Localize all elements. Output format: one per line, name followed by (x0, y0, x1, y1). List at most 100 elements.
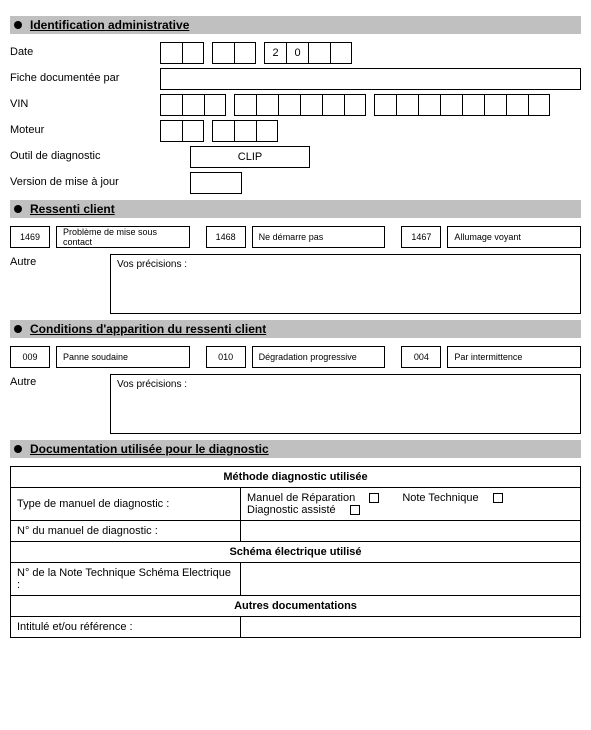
date-cell[interactable]: 2 (264, 42, 286, 64)
date-group-2 (212, 42, 256, 64)
date-cell[interactable] (160, 42, 182, 64)
moteur-group-2 (212, 120, 278, 142)
moteur-group-1 (160, 120, 204, 142)
date-cell[interactable] (212, 42, 234, 64)
ressenti-option: 1468 Ne démarre pas (206, 226, 386, 248)
outil-diag-value: CLIP (190, 146, 310, 168)
doc-table: Méthode diagnostic utilisée Type de manu… (10, 466, 581, 638)
moteur-cell[interactable] (212, 120, 234, 142)
row-vin: VIN (10, 94, 581, 116)
section-header-ressenti: Ressenti client (10, 200, 581, 218)
moteur-cell[interactable] (160, 120, 182, 142)
moteur-cell[interactable] (182, 120, 204, 142)
conditions-option: 010 Dégradation progressive (206, 346, 386, 368)
ressenti-option: 1469 Problème de mise sous contact (10, 226, 190, 248)
vin-cell[interactable] (160, 94, 182, 116)
opt-note-technique: Note Technique (402, 492, 512, 504)
vin-cell[interactable] (344, 94, 366, 116)
option-code: 010 (206, 346, 246, 368)
vin-cell[interactable] (182, 94, 204, 116)
vin-cell[interactable] (462, 94, 484, 116)
option-text: Ne démarre pas (252, 226, 386, 248)
date-cell[interactable]: 0 (286, 42, 308, 64)
option-code: 1467 (401, 226, 441, 248)
doc-num-note-label: N° de la Note Technique Schéma Electriqu… (11, 563, 241, 596)
input-precisions[interactable]: Vos précisions : (110, 374, 581, 434)
section-header-conditions: Conditions d'apparition du ressenti clie… (10, 320, 581, 338)
conditions-option: 009 Panne soudaine (10, 346, 190, 368)
option-code: 009 (10, 346, 50, 368)
option-code: 1468 (206, 226, 246, 248)
row-version-maj: Version de mise à jour (10, 172, 581, 194)
vin-group-2 (234, 94, 366, 116)
doc-method-header: Méthode diagnostic utilisée (11, 467, 581, 488)
doc-autres-header: Autres documentations (11, 596, 581, 617)
label-version-maj: Version de mise à jour (10, 172, 160, 188)
bullet-icon (14, 205, 22, 213)
checkbox-icon[interactable] (350, 505, 360, 515)
vin-cell[interactable] (278, 94, 300, 116)
checkbox-icon[interactable] (493, 493, 503, 503)
doc-schema-header: Schéma électrique utilisé (11, 542, 581, 563)
section-header-doc: Documentation utilisée pour le diagnosti… (10, 440, 581, 458)
doc-type-manuel-options: Manuel de Réparation Note Technique Diag… (241, 488, 581, 521)
doc-num-manuel-value[interactable] (241, 521, 581, 542)
conditions-option: 004 Par intermittence (401, 346, 581, 368)
precisions-placeholder: Vos précisions : (117, 379, 187, 390)
ressenti-autre: Autre Vos précisions : (10, 254, 581, 314)
row-date: Date 2 0 (10, 42, 581, 64)
vin-group-1 (160, 94, 226, 116)
vin-cell[interactable] (234, 94, 256, 116)
date-group-3: 2 0 (264, 42, 352, 64)
label-outil-diag: Outil de diagnostic (10, 146, 160, 162)
option-text: Panne soudaine (56, 346, 190, 368)
label-vin: VIN (10, 94, 160, 110)
moteur-cell[interactable] (256, 120, 278, 142)
checkbox-icon[interactable] (369, 493, 379, 503)
section-title: Ressenti client (30, 202, 115, 216)
date-cell[interactable] (234, 42, 256, 64)
date-cell[interactable] (182, 42, 204, 64)
vin-cell[interactable] (528, 94, 550, 116)
vin-cell[interactable] (506, 94, 528, 116)
doc-type-manuel-label: Type de manuel de diagnostic : (11, 488, 241, 521)
label-moteur: Moteur (10, 120, 160, 136)
input-version-maj[interactable] (190, 172, 242, 194)
vin-cell[interactable] (322, 94, 344, 116)
option-text: Allumage voyant (447, 226, 581, 248)
option-text: Problème de mise sous contact (56, 226, 190, 248)
section-title: Documentation utilisée pour le diagnosti… (30, 442, 269, 456)
doc-intitule-value[interactable] (241, 617, 581, 638)
row-outil-diag: Outil de diagnostic CLIP (10, 146, 581, 168)
ressenti-options: 1469 Problème de mise sous contact 1468 … (10, 226, 581, 248)
vin-cell[interactable] (396, 94, 418, 116)
vin-cell[interactable] (440, 94, 462, 116)
input-fiche-par[interactable] (160, 68, 581, 90)
conditions-options: 009 Panne soudaine 010 Dégradation progr… (10, 346, 581, 368)
date-group-1 (160, 42, 204, 64)
bullet-icon (14, 21, 22, 29)
moteur-cell[interactable] (234, 120, 256, 142)
vin-cell[interactable] (484, 94, 506, 116)
opt-diagnostic-assiste: Diagnostic assisté (247, 504, 370, 516)
vin-cell[interactable] (374, 94, 396, 116)
vin-cell[interactable] (256, 94, 278, 116)
row-moteur: Moteur (10, 120, 581, 142)
bullet-icon (14, 325, 22, 333)
section-title: Identification administrative (30, 18, 189, 32)
date-cell[interactable] (330, 42, 352, 64)
input-precisions[interactable]: Vos précisions : (110, 254, 581, 314)
option-code: 1469 (10, 226, 50, 248)
label-date: Date (10, 42, 160, 58)
vin-cell[interactable] (300, 94, 322, 116)
opt-manuel-reparation: Manuel de Réparation (247, 492, 389, 504)
doc-num-note-value[interactable] (241, 563, 581, 596)
section-title: Conditions d'apparition du ressenti clie… (30, 322, 266, 336)
section-header-id-admin: Identification administrative (10, 16, 581, 34)
option-code: 004 (401, 346, 441, 368)
option-text: Par intermittence (447, 346, 581, 368)
date-cell[interactable] (308, 42, 330, 64)
vin-cell[interactable] (204, 94, 226, 116)
option-text: Dégradation progressive (252, 346, 386, 368)
vin-cell[interactable] (418, 94, 440, 116)
